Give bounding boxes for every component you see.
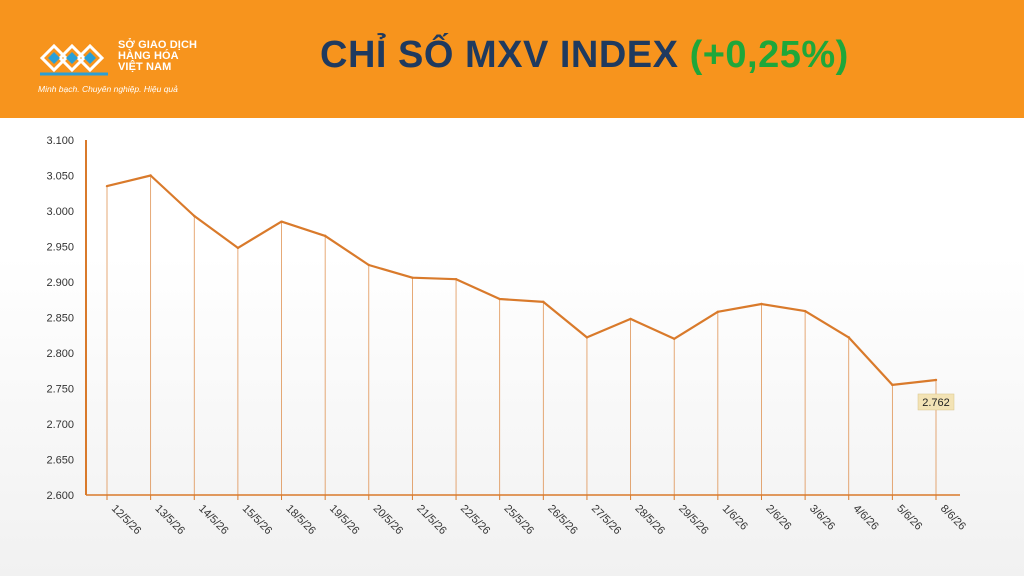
y-tick-label: 2.950 — [46, 242, 74, 254]
data-point — [236, 246, 240, 250]
y-tick-label: 2.850 — [46, 313, 74, 325]
last-value-label-box — [917, 393, 955, 411]
last-value-label: 2.762 — [922, 397, 950, 409]
data-point — [542, 300, 545, 304]
mxv-logo: SỞ GIAO DỊCH HÀNG HÓA VIỆT NAM Minh bạch… — [38, 38, 238, 98]
data-point — [454, 277, 458, 281]
data-point — [673, 337, 676, 340]
x-tick-label: 3/6/26 — [807, 503, 837, 533]
data-point — [367, 263, 370, 267]
series-line — [106, 174, 937, 386]
x-tick-label: 15/5/26 — [240, 503, 274, 537]
y-tick-label: 3.100 — [46, 135, 74, 147]
x-tick-label: 19/5/26 — [327, 503, 361, 537]
title-main: CHỈ SỐ MXV INDEX — [320, 34, 690, 76]
data-point — [323, 234, 327, 238]
logo-line-2: HÀNG HÓA — [118, 50, 179, 62]
data-point — [411, 276, 414, 279]
x-tick-label: 13/5/26 — [153, 503, 187, 537]
x-tick-label: 14/5/26 — [196, 503, 230, 537]
x-tick-label: 29/5/26 — [676, 503, 710, 537]
logo-text: SỞ GIAO DỊCH HÀNG HÓA VIỆT NAM — [118, 40, 197, 73]
x-tick-label: 22/5/26 — [458, 503, 492, 537]
data-point — [934, 378, 938, 382]
x-tick-label: 28/5/26 — [632, 503, 666, 537]
data-point — [280, 220, 283, 223]
data-point — [585, 336, 589, 339]
x-tick-label: 2/6/26 — [763, 503, 793, 533]
data-point — [716, 310, 720, 314]
logo-line-3: VIỆT NAM — [118, 61, 172, 73]
logo-tagline: Minh bạch. Chuyên nghiệp. Hiệu quả — [38, 84, 178, 94]
header-banner: SỞ GIAO DỊCH HÀNG HÓA VIỆT NAM Minh bạch… — [0, 0, 1024, 118]
x-tick-label: 8/6/26 — [938, 503, 968, 533]
data-point — [847, 336, 850, 339]
data-point — [760, 302, 763, 306]
data-point — [803, 309, 807, 313]
x-tick-label: 18/5/26 — [283, 503, 317, 537]
y-tick-label: 2.650 — [46, 455, 74, 467]
x-tick-label: 25/5/26 — [502, 503, 536, 537]
data-point — [629, 317, 632, 321]
y-tick-label: 2.750 — [46, 384, 74, 396]
data-point — [498, 297, 501, 301]
mxv-logo-icon — [39, 43, 108, 76]
x-tick-label: 4/6/26 — [851, 503, 881, 533]
x-tick-label: 20/5/26 — [371, 503, 405, 537]
title-change: (+0,25%) — [689, 34, 849, 76]
x-tick-label: 26/5/26 — [545, 503, 579, 537]
x-tick-label: 21/5/26 — [414, 503, 448, 537]
y-tick-label: 2.600 — [46, 490, 74, 502]
page-title: CHỈ SỐ MXV INDEX (+0,25%) — [320, 34, 849, 77]
x-tick-label: 12/5/26 — [109, 503, 143, 537]
data-point — [891, 383, 894, 387]
y-tick-label: 3.000 — [46, 206, 74, 218]
y-tick-label: 2.700 — [46, 419, 74, 431]
y-tick-label: 3.050 — [46, 171, 74, 183]
x-tick-label: 1/6/26 — [720, 503, 750, 533]
y-tick-label: 2.800 — [46, 348, 74, 360]
x-tick-label: 5/6/26 — [894, 503, 924, 533]
data-point — [105, 184, 109, 188]
x-tick-label: 27/5/26 — [589, 503, 623, 537]
logo-line-1: SỞ GIAO DỊCH — [118, 39, 198, 51]
data-point — [193, 214, 196, 218]
y-tick-label: 2.900 — [46, 277, 74, 289]
data-point — [149, 174, 152, 177]
